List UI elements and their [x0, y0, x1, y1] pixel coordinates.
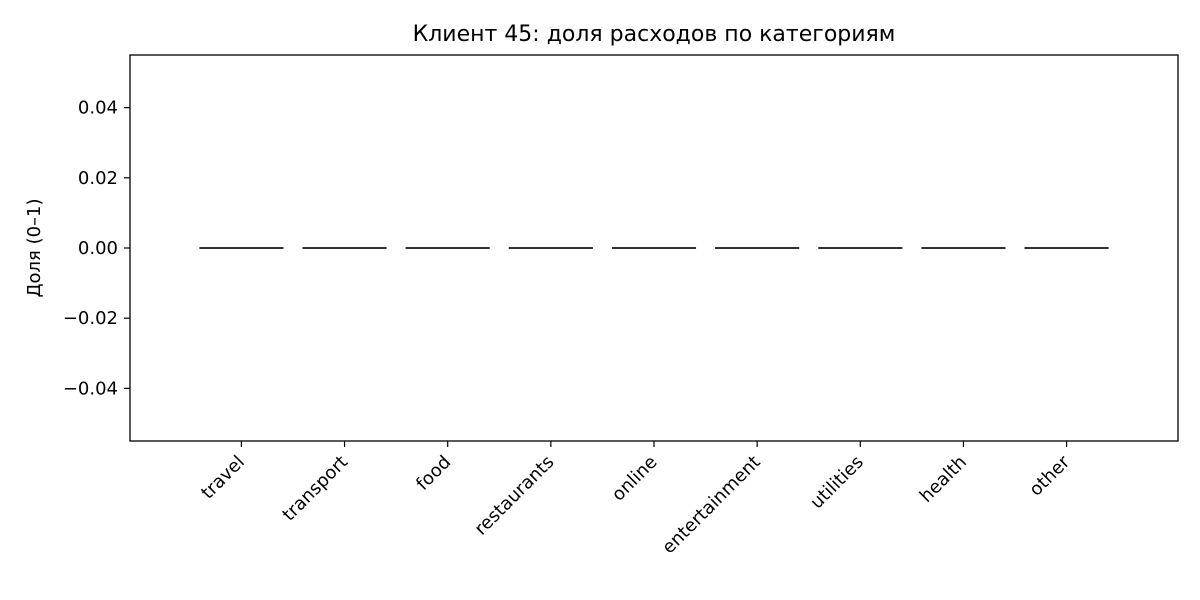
y-tick-label: −0.04 — [63, 378, 118, 399]
y-tick-label: −0.02 — [63, 308, 118, 329]
x-tick-label-other: other — [1025, 451, 1074, 500]
y-axis-ticks: −0.04 −0.02 0.00 0.02 0.04 — [63, 98, 130, 399]
x-tick-label-online: online — [608, 452, 662, 506]
x-tick-label-health: health — [916, 452, 971, 507]
x-tick-label-entertainment: entertainment — [658, 452, 764, 558]
y-axis-label: Доля (0–1) — [24, 198, 45, 297]
plot-frame — [129, 54, 1179, 442]
x-tick-label-transport: transport — [278, 452, 352, 526]
y-tick-label: 0.00 — [78, 238, 118, 259]
x-axis-ticks: travel transport food restaurants onlineente… — [197, 441, 1075, 558]
x-tick-label-utilities: utilities — [806, 452, 868, 514]
x-tick-label-travel: travel — [197, 452, 249, 504]
x-tick-label-restaurants: restaurants — [471, 452, 559, 540]
x-tick-label-food: food — [412, 452, 455, 495]
y-tick-label: 0.02 — [78, 168, 118, 189]
y-tick-label: 0.04 — [78, 98, 118, 119]
chart-title: Клиент 45: доля расходов по категориям — [413, 22, 896, 47]
